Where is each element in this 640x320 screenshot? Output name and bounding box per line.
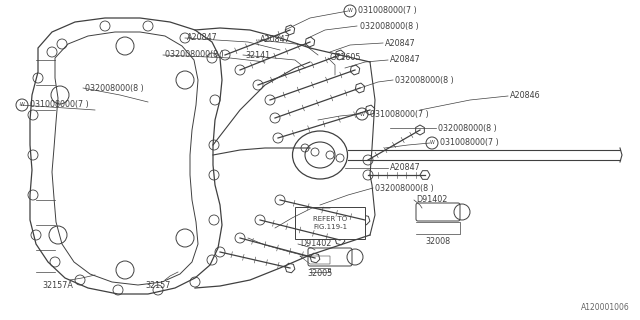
Text: 031008000(7 ): 031008000(7 ) bbox=[440, 139, 499, 148]
Text: 32005: 32005 bbox=[307, 269, 333, 278]
Text: A20846: A20846 bbox=[510, 92, 541, 100]
Text: D91402: D91402 bbox=[416, 196, 447, 204]
Text: 32157A: 32157A bbox=[43, 281, 74, 290]
Text: 032008000(8 ): 032008000(8 ) bbox=[85, 84, 144, 92]
Text: 031008000(7 ): 031008000(7 ) bbox=[358, 6, 417, 15]
Text: 032008000(8 ): 032008000(8 ) bbox=[360, 21, 419, 30]
Text: 031008000(7 ): 031008000(7 ) bbox=[30, 100, 89, 109]
Text: A20847: A20847 bbox=[390, 164, 420, 172]
Text: A20847: A20847 bbox=[390, 55, 420, 65]
Text: D91402: D91402 bbox=[300, 239, 332, 249]
Text: 32141: 32141 bbox=[245, 51, 270, 60]
Text: W: W bbox=[429, 140, 435, 146]
Text: W: W bbox=[348, 9, 353, 13]
FancyBboxPatch shape bbox=[295, 207, 365, 239]
Text: W: W bbox=[360, 111, 364, 116]
Text: A20847: A20847 bbox=[260, 36, 291, 44]
Text: 32157: 32157 bbox=[145, 281, 171, 290]
Text: G71605: G71605 bbox=[330, 53, 362, 62]
Text: A120001006: A120001006 bbox=[581, 303, 630, 312]
Text: 032008000(8 ): 032008000(8 ) bbox=[165, 51, 224, 60]
Text: 031008000(7 ): 031008000(7 ) bbox=[370, 109, 429, 118]
Text: A20847: A20847 bbox=[187, 34, 218, 43]
Text: W: W bbox=[20, 102, 24, 108]
Text: REFER TO
FIG.119-1: REFER TO FIG.119-1 bbox=[313, 216, 347, 230]
Text: A20847: A20847 bbox=[385, 38, 416, 47]
Text: 032008000(8 ): 032008000(8 ) bbox=[375, 183, 434, 193]
Text: 032008000(8 ): 032008000(8 ) bbox=[438, 124, 497, 132]
Text: 032008000(8 ): 032008000(8 ) bbox=[395, 76, 454, 84]
Text: 32008: 32008 bbox=[426, 237, 451, 246]
